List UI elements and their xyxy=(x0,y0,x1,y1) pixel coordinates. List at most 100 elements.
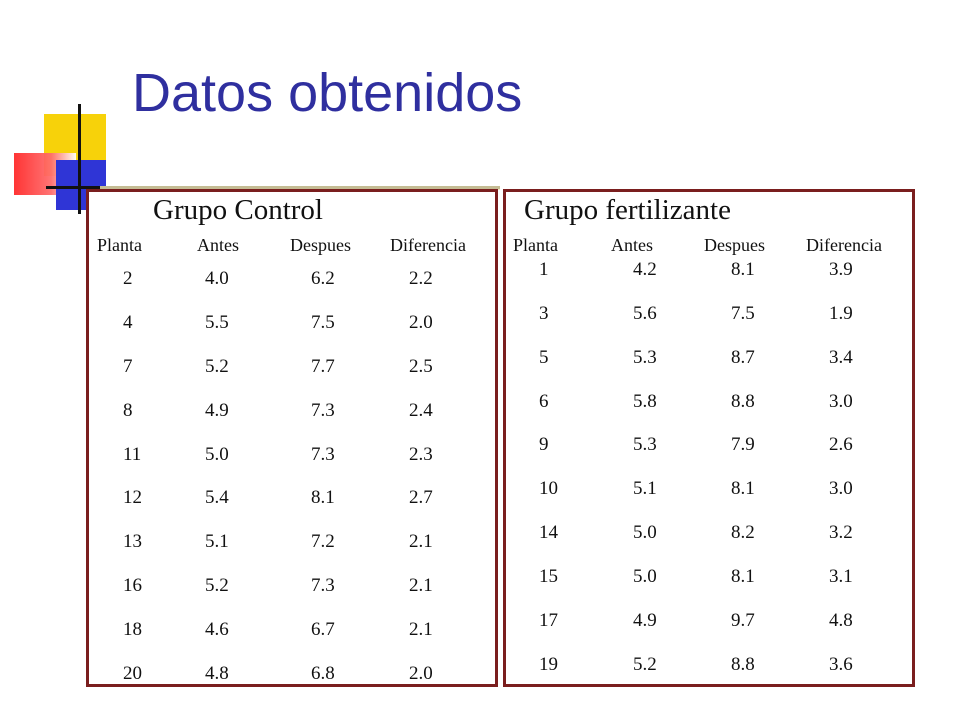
table-cell-diferencia: 3.0 xyxy=(829,391,853,412)
table-row: 10 5.1 8.1 3.0 xyxy=(506,479,912,503)
table-cell-planta: 16 xyxy=(123,575,142,596)
table-cell-planta: 7 xyxy=(123,356,133,377)
table-row: 3 5.6 7.5 1.9 xyxy=(506,304,912,328)
table-cell-antes: 4.0 xyxy=(205,268,229,289)
table-cell-diferencia: 4.8 xyxy=(829,610,853,631)
fertilizer-header-antes: Antes xyxy=(611,235,653,255)
table-row: 2 4.0 6.2 2.2 xyxy=(89,269,495,293)
table-cell-despues: 8.1 xyxy=(731,566,755,587)
table-cell-diferencia: 3.0 xyxy=(829,478,853,499)
table-cell-diferencia: 2.0 xyxy=(409,663,433,684)
control-table-header: Planta Antes Despues Diferencia xyxy=(89,236,495,258)
table-cell-antes: 5.6 xyxy=(633,303,657,324)
table-cell-antes: 5.3 xyxy=(633,347,657,368)
table-cell-antes: 5.0 xyxy=(633,522,657,543)
table-row: 17 4.9 9.7 4.8 xyxy=(506,611,912,635)
table-cell-despues: 7.3 xyxy=(311,575,335,596)
table-cell-despues: 8.1 xyxy=(731,478,755,499)
table-cell-despues: 8.2 xyxy=(731,522,755,543)
table-cell-diferencia: 3.4 xyxy=(829,347,853,368)
table-cell-planta: 6 xyxy=(539,391,549,412)
table-cell-antes: 5.8 xyxy=(633,391,657,412)
fertilizer-header-diferencia: Diferencia xyxy=(806,235,882,255)
table-cell-despues: 7.3 xyxy=(311,444,335,465)
table-cell-despues: 7.5 xyxy=(311,312,335,333)
control-header-despues: Despues xyxy=(290,235,351,255)
table-cell-antes: 5.4 xyxy=(205,487,229,508)
control-group-title: Grupo Control xyxy=(153,194,323,226)
table-cell-despues: 9.7 xyxy=(731,610,755,631)
table-row: 14 5.0 8.2 3.2 xyxy=(506,523,912,547)
table-cell-despues: 7.7 xyxy=(311,356,335,377)
table-cell-antes: 5.1 xyxy=(205,531,229,552)
table-cell-despues: 7.9 xyxy=(731,434,755,455)
table-cell-planta: 15 xyxy=(539,566,558,587)
table-cell-diferencia: 2.3 xyxy=(409,444,433,465)
table-cell-antes: 5.0 xyxy=(633,566,657,587)
table-row: 1 4.2 8.1 3.9 xyxy=(506,260,912,284)
table-cell-diferencia: 2.1 xyxy=(409,575,433,596)
fertilizer-group-title: Grupo fertilizante xyxy=(524,194,731,226)
table-cell-despues: 6.7 xyxy=(311,619,335,640)
table-cell-despues: 8.8 xyxy=(731,654,755,675)
table-cell-antes: 4.9 xyxy=(205,400,229,421)
table-row: 11 5.0 7.3 2.3 xyxy=(89,445,495,469)
table-cell-planta: 18 xyxy=(123,619,142,640)
table-cell-antes: 4.2 xyxy=(633,259,657,280)
table-cell-antes: 5.5 xyxy=(205,312,229,333)
table-row: 9 5.3 7.9 2.6 xyxy=(506,435,912,459)
decorative-light-bar xyxy=(100,186,500,190)
table-cell-diferencia: 2.1 xyxy=(409,531,433,552)
decorative-vertical-line xyxy=(78,104,81,214)
table-cell-diferencia: 1.9 xyxy=(829,303,853,324)
fertilizer-table-body: 1 4.2 8.1 3.9 3 5.6 7.5 1.9 5 5.3 8.7 3.… xyxy=(506,192,912,684)
table-row: 6 5.8 8.8 3.0 xyxy=(506,392,912,416)
table-cell-planta: 1 xyxy=(539,259,549,280)
table-cell-planta: 20 xyxy=(123,663,142,684)
table-cell-antes: 4.8 xyxy=(205,663,229,684)
table-cell-despues: 8.8 xyxy=(731,391,755,412)
table-cell-diferencia: 3.9 xyxy=(829,259,853,280)
table-cell-planta: 10 xyxy=(539,478,558,499)
table-cell-antes: 5.2 xyxy=(205,575,229,596)
table-cell-antes: 5.1 xyxy=(633,478,657,499)
table-row: 8 4.9 7.3 2.4 xyxy=(89,401,495,425)
table-cell-despues: 7.3 xyxy=(311,400,335,421)
table-cell-despues: 8.1 xyxy=(311,487,335,508)
table-cell-diferencia: 2.5 xyxy=(409,356,433,377)
table-cell-diferencia: 2.0 xyxy=(409,312,433,333)
control-header-diferencia: Diferencia xyxy=(390,235,466,255)
fertilizer-header-despues: Despues xyxy=(704,235,765,255)
table-row: 16 5.2 7.3 2.1 xyxy=(89,576,495,600)
fertilizer-table-header: Planta Antes Despues Diferencia xyxy=(506,236,912,258)
table-cell-diferencia: 3.1 xyxy=(829,566,853,587)
table-row: 13 5.1 7.2 2.1 xyxy=(89,532,495,556)
table-cell-planta: 4 xyxy=(123,312,133,333)
table-row: 18 4.6 6.7 2.1 xyxy=(89,620,495,644)
table-row: 19 5.2 8.8 3.6 xyxy=(506,655,912,679)
control-table-body: 2 4.0 6.2 2.2 4 5.5 7.5 2.0 7 5.2 7.7 2.… xyxy=(89,192,495,684)
table-cell-despues: 7.2 xyxy=(311,531,335,552)
table-cell-planta: 12 xyxy=(123,487,142,508)
table-row: 7 5.2 7.7 2.5 xyxy=(89,357,495,381)
table-cell-diferencia: 2.6 xyxy=(829,434,853,455)
table-cell-diferencia: 2.2 xyxy=(409,268,433,289)
table-cell-planta: 19 xyxy=(539,654,558,675)
table-cell-planta: 8 xyxy=(123,400,133,421)
table-cell-antes: 4.9 xyxy=(633,610,657,631)
fertilizer-group-panel: Grupo fertilizante Planta Antes Despues … xyxy=(503,189,915,687)
table-cell-antes: 5.3 xyxy=(633,434,657,455)
table-cell-despues: 8.1 xyxy=(731,259,755,280)
table-cell-planta: 9 xyxy=(539,434,549,455)
table-cell-planta: 14 xyxy=(539,522,558,543)
table-cell-planta: 13 xyxy=(123,531,142,552)
table-cell-antes: 4.6 xyxy=(205,619,229,640)
table-cell-despues: 8.7 xyxy=(731,347,755,368)
control-header-antes: Antes xyxy=(197,235,239,255)
control-group-panel: Grupo Control Planta Antes Despues Difer… xyxy=(86,189,498,687)
table-cell-diferencia: 2.7 xyxy=(409,487,433,508)
table-cell-diferencia: 2.4 xyxy=(409,400,433,421)
control-header-planta: Planta xyxy=(97,235,142,255)
table-cell-antes: 5.2 xyxy=(633,654,657,675)
table-row: 12 5.4 8.1 2.7 xyxy=(89,488,495,512)
